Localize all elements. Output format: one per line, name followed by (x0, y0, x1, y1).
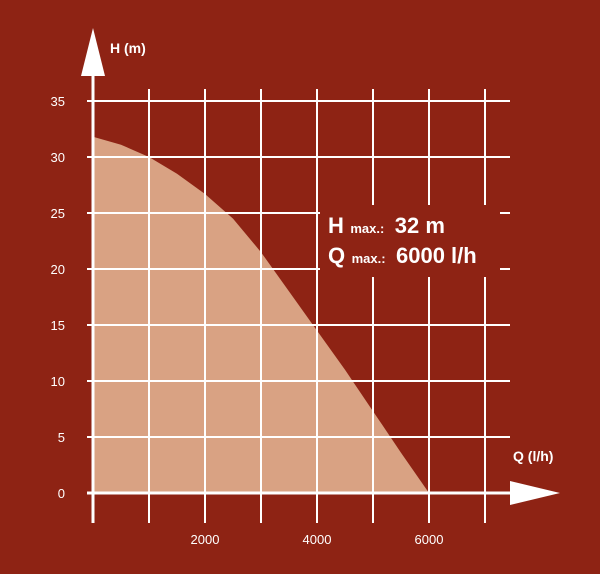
y-tick-label: 10 (51, 374, 65, 389)
x-axis-label: Q (l/h) (513, 448, 553, 464)
y-tick-label: 20 (51, 262, 65, 277)
y-tick-label: 0 (58, 486, 65, 501)
y-tick-label: 15 (51, 318, 65, 333)
y-tick-label: 30 (51, 150, 65, 165)
y-axis-label: H (m) (110, 40, 146, 56)
y-tick-label: 25 (51, 206, 65, 221)
x-tick-label: 6000 (415, 532, 444, 547)
y-tick-label: 35 (51, 94, 65, 109)
y-tick-label: 5 (58, 430, 65, 445)
x-tick-label: 2000 (191, 532, 220, 547)
x-tick-label: 4000 (303, 532, 332, 547)
